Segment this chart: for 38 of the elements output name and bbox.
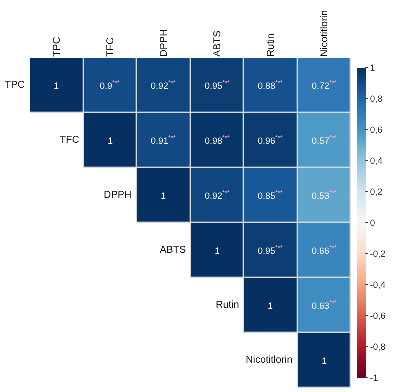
x-tick-label: ABTS: [212, 30, 224, 57]
data-label: 0.92$^{***}$: [205, 190, 230, 201]
data-label: 0.88$^{***}$: [258, 80, 284, 91]
x-tick-label: DPPH: [159, 29, 170, 57]
color-bar-label: 0,6: [370, 125, 383, 136]
data-label: 1: [108, 136, 114, 146]
color-bar-label: -0,4: [370, 280, 386, 290]
data-label: 0.9$^{***}$: [100, 80, 120, 91]
data-label: 0.95$^{***}$: [258, 245, 284, 256]
color-bar-label: 0: [370, 218, 376, 228]
data-label: 0.85$^{***}$: [258, 190, 284, 201]
data-label: 0.63$^{***}$: [312, 300, 338, 311]
color-bar-label: -0,2: [370, 249, 386, 260]
x-tick-label: Rutin: [266, 34, 277, 57]
data-label: 0.96$^{***}$: [258, 135, 284, 146]
color-bar-label: 0,2: [370, 187, 383, 198]
data-label: 0.98$^{***}$: [205, 135, 230, 146]
data-label: 0.95$^{***}$: [205, 80, 230, 91]
x-tick-label: TPC: [52, 37, 63, 57]
data-label: 0.72$^{***}$: [312, 80, 338, 91]
data-label: 1: [161, 191, 166, 201]
color-bar-label: -1: [370, 373, 378, 384]
color-bar-label: 0,4: [370, 156, 383, 166]
color-bar-label: -0,6: [370, 311, 386, 322]
data-label: 1: [215, 246, 220, 256]
data-label: 0.66$^{***}$: [312, 245, 338, 256]
data-label: 1: [54, 81, 60, 91]
data-label: 0.91$^{***}$: [151, 135, 176, 146]
data-label: 0.53$^{***}$: [312, 190, 338, 201]
color-bar-label: -0,8: [370, 342, 386, 352]
color-bar-label: 1: [370, 63, 376, 74]
color-bar-label: 0,8: [370, 94, 383, 104]
data-label: 0.92$^{***}$: [151, 80, 176, 91]
data-label: 1: [268, 301, 274, 311]
x-tick-label: TFC: [106, 38, 116, 57]
data-label: 0.57$^{***}$: [312, 135, 338, 146]
x-tick-label: Nicotitlorin: [320, 10, 330, 57]
data-label: 1: [322, 356, 328, 366]
